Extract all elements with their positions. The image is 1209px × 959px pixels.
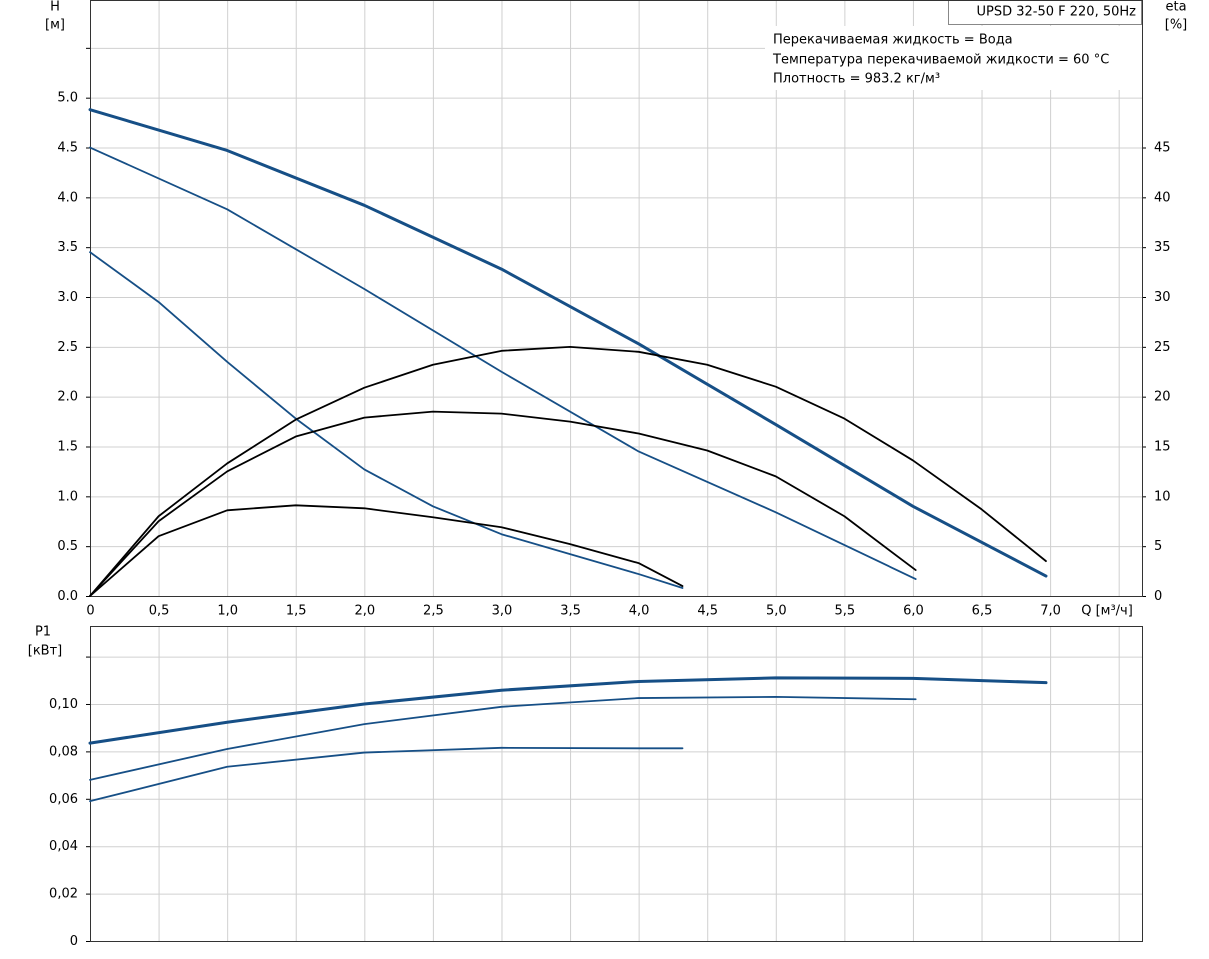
y-tick-label: 3.0 — [57, 290, 78, 305]
annotation: Перекачиваемая жидкость = Вода — [773, 33, 1013, 48]
y2-tick-label: 25 — [1154, 340, 1171, 355]
curve — [88, 676, 1048, 745]
y-tick-label: 1.5 — [57, 440, 78, 455]
x-tick-label: 4,0 — [629, 604, 650, 619]
y-tick-label: 0,04 — [49, 839, 78, 854]
y-tick-label: 0 — [70, 934, 78, 949]
y-tick-label: 0,06 — [49, 792, 78, 807]
y2-tick-label: 45 — [1154, 141, 1171, 156]
y2-tick-label: 10 — [1154, 489, 1171, 504]
curve — [89, 410, 917, 597]
x-tick-label: 7,0 — [1040, 604, 1061, 619]
y2-tick-label: 40 — [1154, 190, 1171, 205]
y-tick-label: 0,08 — [49, 744, 78, 759]
y-tick-label: 3.5 — [57, 240, 78, 255]
y-tick-label: 0.5 — [57, 539, 78, 554]
y2-tick-label: 5 — [1154, 539, 1162, 554]
x-tick-label: 2,0 — [354, 604, 375, 619]
annotation: Температура перекачиваемой жидкости = 60… — [772, 53, 1109, 68]
x-tick-label: 0,5 — [149, 604, 170, 619]
y2-tick-label: 35 — [1154, 240, 1171, 255]
info-bg — [765, 26, 1143, 90]
y-axis-label: P1 — [35, 625, 51, 640]
y2-axis-label: eta — [1165, 0, 1186, 15]
x-tick-label: 5,5 — [835, 604, 856, 619]
y-tick-label: 0.0 — [57, 589, 78, 604]
x-tick-label: 3,5 — [560, 604, 581, 619]
y2-tick-label: 30 — [1154, 290, 1171, 305]
chart-title: UPSD 32-50 F 220, 50Hz — [977, 5, 1137, 20]
plot-frame — [90, 626, 1143, 942]
curve — [88, 108, 1048, 578]
x-tick-label: 0 — [86, 604, 94, 619]
y-tick-label: 1.0 — [57, 489, 78, 504]
annotation: Плотность = 983.2 кг/м³ — [773, 72, 940, 87]
x-tick-label: 1,0 — [217, 604, 238, 619]
curve — [89, 695, 917, 781]
curve — [89, 251, 684, 589]
y-tick-label: 4.5 — [57, 141, 78, 156]
y-axis-unit: [кВт] — [28, 644, 63, 659]
y-tick-label: 5.0 — [57, 91, 78, 106]
x-tick-label: 3,0 — [492, 604, 513, 619]
y2-tick-label: 20 — [1154, 390, 1171, 405]
y2-axis-unit: [%] — [1165, 18, 1188, 33]
curve — [89, 345, 1047, 597]
y-tick-label: 2.0 — [57, 390, 78, 405]
y2-tick-label: 15 — [1154, 440, 1171, 455]
x-axis-label: Q [м³/ч] — [1081, 604, 1133, 619]
y-tick-label: 2.5 — [57, 340, 78, 355]
x-tick-label: 4,5 — [697, 604, 718, 619]
x-tick-label: 6,0 — [903, 604, 924, 619]
curve — [89, 504, 684, 597]
x-tick-label: 1,5 — [286, 604, 307, 619]
title-box — [948, 0, 1142, 25]
y-tick-label: 0,10 — [49, 697, 78, 712]
x-tick-label: 6,5 — [972, 604, 993, 619]
y-axis-unit: [м] — [45, 18, 65, 33]
y-tick-label: 0,02 — [49, 887, 78, 902]
curve — [89, 146, 917, 580]
x-tick-label: 5,0 — [766, 604, 787, 619]
y2-tick-label: 0 — [1154, 589, 1162, 604]
curve — [89, 746, 684, 803]
plot-frame — [90, 0, 1143, 597]
y-tick-label: 4.0 — [57, 190, 78, 205]
y-axis-label: H — [50, 0, 60, 15]
x-tick-label: 2,5 — [423, 604, 444, 619]
